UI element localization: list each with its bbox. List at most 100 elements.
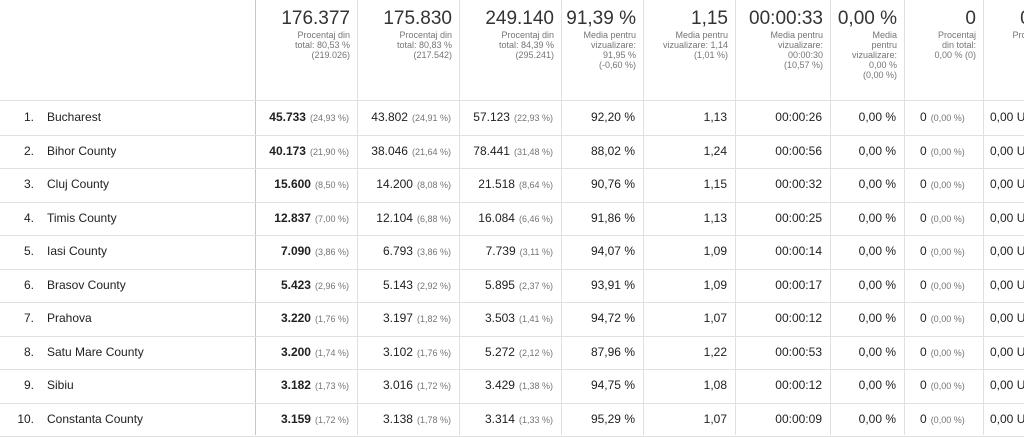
column-total-note: Media pentru vizualizare: 91,95 % (-0,60… [583, 30, 636, 70]
metric-cell: 0 (0,00 %) [920, 302, 991, 335]
metric-cell: 0,00 % [830, 168, 896, 201]
column-total: 0, [983, 9, 1024, 29]
metric-percent: (1,82 %) [416, 314, 451, 324]
column-header-2[interactable]: 175.830 Procentaj din total: 80,83 % (217… [357, 0, 459, 100]
row-rank: 1. [23, 110, 34, 124]
column-header-5[interactable]: 1,15 Media pentru vizualizare: 1,14 (1,01… [643, 0, 735, 100]
metric-percent: (0,00 %) [930, 347, 965, 358]
metric-cell: 6.793 (3,86 %) [357, 235, 451, 268]
table-row[interactable]: 9. Sibiu 3.182 (1,73 %) 3.016 (1,72 %) 3.429 (1… [0, 369, 1024, 402]
table-row[interactable]: 10. Constanta County 3.159 (1,72 %) 3.138 (1,… [0, 403, 1024, 436]
metric-cell: 0 (0,00 %) [920, 101, 991, 134]
metric-percent: (1,33 %) [518, 414, 553, 425]
metric-cell: 0,00 U [990, 302, 1024, 335]
table-row[interactable]: 1. Bucharest 45.733 (24,93 %) 43.802 (24,91 %… [0, 101, 1024, 134]
metric-value: 45.733 [269, 110, 306, 124]
metric-cell: 38.046 (21,64 %) [357, 135, 451, 168]
column-total: 1,15 [691, 8, 728, 29]
metric-cell: 3.159 (1,72 %) [255, 403, 349, 436]
metric-value: 94,75 % [590, 378, 635, 392]
row-divider [0, 302, 1024, 303]
metric-percent: (24,93 %) [309, 113, 349, 123]
metric-cell: 1,13 [643, 101, 727, 134]
metric-percent: (1,72 %) [416, 381, 451, 391]
metric-percent: (0,00 %) [930, 213, 965, 224]
table-row[interactable]: 7. Prahova 3.220 (1,76 %) 3.197 (1,82 %) 3.503… [0, 302, 1024, 335]
column-header-6[interactable]: 00:00:33 Media pentru vizualizare: 00:00:… [735, 0, 830, 100]
column-total: 0 [965, 8, 976, 29]
metric-cell: 0 (0,00 %) [920, 269, 991, 302]
metric-value: 0,00 % [858, 277, 896, 292]
column-total-note: Media pentru vizualizare: 00:00:30 (10,5… [770, 30, 823, 70]
column-header-3[interactable]: 249.140 Procentaj din total: 84,39 % (295… [459, 0, 561, 100]
column-header-7[interactable]: 0,00 % Media pentru vizualizare: 0,00 % (… [830, 0, 904, 100]
metric-cell: 3.138 (1,78 %) [357, 403, 451, 436]
metric-percent: (1,38 %) [518, 381, 553, 391]
metric-percent: (6,46 %) [518, 213, 553, 224]
column-divider [830, 0, 831, 435]
column-divider [459, 0, 460, 435]
row-rank: 2. [23, 143, 34, 158]
table-row[interactable]: 6. Brasov County 5.423 (2,96 %) 5.143 (2,92 %… [0, 269, 1024, 302]
column-total-note: Proce [1012, 30, 1024, 40]
metric-value: 90,76 % [590, 177, 635, 191]
table-row[interactable]: 5. Iasi County 7.090 (3,86 %) 6.793 (3,86 %) 7… [0, 235, 1024, 268]
metric-value: 88,02 % [590, 143, 635, 158]
metric-cell: 3.314 (1,33 %) [459, 403, 553, 436]
metric-value: 0,00 U [990, 344, 1024, 359]
metric-value: 0,00 % [858, 411, 896, 426]
metric-value: 1,09 [703, 277, 727, 292]
metric-cell: 0,00 % [830, 135, 896, 168]
column-divider [904, 0, 905, 435]
dimension-value-link[interactable]: Prahova [47, 311, 92, 325]
metric-value: 0 [920, 311, 927, 325]
metric-value: 0,00 % [858, 244, 896, 258]
metric-cell: 3.503 (1,41 %) [459, 302, 553, 335]
metric-value: 93,91 % [590, 277, 635, 292]
metric-value: 5.143 [382, 277, 413, 292]
metric-cell: 1,08 [643, 369, 727, 402]
metric-percent: (1,78 %) [416, 414, 451, 425]
column-header-9[interactable]: 0,Proce [983, 0, 1024, 100]
metric-percent: (8,64 %) [518, 180, 553, 190]
metric-cell: 0,00 U [990, 269, 1024, 302]
table-row[interactable]: 3. Cluj County 15.600 (8,50 %) 14.200 (8,08 %… [0, 168, 1024, 201]
metric-value: 91,86 % [590, 210, 635, 225]
metric-cell: 1,07 [643, 403, 727, 436]
metric-value: 0 [920, 411, 927, 426]
row-rank: 4. [23, 210, 34, 225]
metric-cell: 1,09 [643, 235, 727, 268]
table-row[interactable]: 2. Bihor County 40.173 (21,90 %) 38.046 (21,6… [0, 135, 1024, 168]
metric-cell: 3.220 (1,76 %) [255, 302, 349, 335]
metric-cell: 1,07 [643, 302, 727, 335]
column-total: 00:00:33 [749, 8, 823, 29]
row-divider [0, 201, 1024, 203]
metric-percent: (1,72 %) [314, 414, 349, 425]
metric-value: 0 [920, 244, 927, 258]
metric-value: 1,07 [703, 411, 727, 426]
metric-cell: 21.518 (8,64 %) [459, 168, 553, 201]
metric-percent: (8,08 %) [416, 180, 451, 190]
dimension-value-link[interactable]: Sibiu [47, 378, 74, 392]
metric-value: 0,00 % [858, 344, 896, 359]
dimension-value-link[interactable]: Timis County [47, 210, 117, 225]
metric-value: 38.046 [371, 143, 408, 158]
metric-value: 15.600 [274, 177, 311, 191]
table-row[interactable]: 8. Satu Mare County 3.200 (1,74 %) 3.102 (1,7… [0, 336, 1024, 369]
table-row[interactable]: 4. Timis County 12.837 (7,00 %) 12.104 (6,88 … [0, 202, 1024, 235]
dimension-value-link[interactable]: Constanta County [47, 411, 144, 426]
metric-cell: 3.197 (1,82 %) [357, 302, 451, 335]
dimension-value-link[interactable]: Bucharest [47, 110, 102, 124]
dimension-value-link[interactable]: Bihor County [47, 143, 117, 158]
metric-value: 00:00:17 [775, 277, 822, 292]
dimension-value-link[interactable]: Iasi County [47, 244, 108, 258]
column-header-1[interactable]: 176.377 Procentaj din total: 80,53 % (219… [255, 0, 357, 100]
dimension-value-link[interactable]: Brasov County [47, 277, 126, 292]
column-header-8[interactable]: 0 Procentaj din total: 0,00 % (0) [904, 0, 983, 100]
metric-cell: 3.016 (1,72 %) [357, 369, 451, 402]
dimension-value-link[interactable]: Satu Mare County [47, 344, 144, 359]
column-header-4[interactable]: 91,39 % Media pentru vizualizare: 91,95 %… [561, 0, 643, 100]
dimension-value-link[interactable]: Cluj County [47, 177, 110, 191]
metric-cell: 12.837 (7,00 %) [255, 202, 349, 235]
metric-percent: (3,86 %) [314, 247, 349, 257]
